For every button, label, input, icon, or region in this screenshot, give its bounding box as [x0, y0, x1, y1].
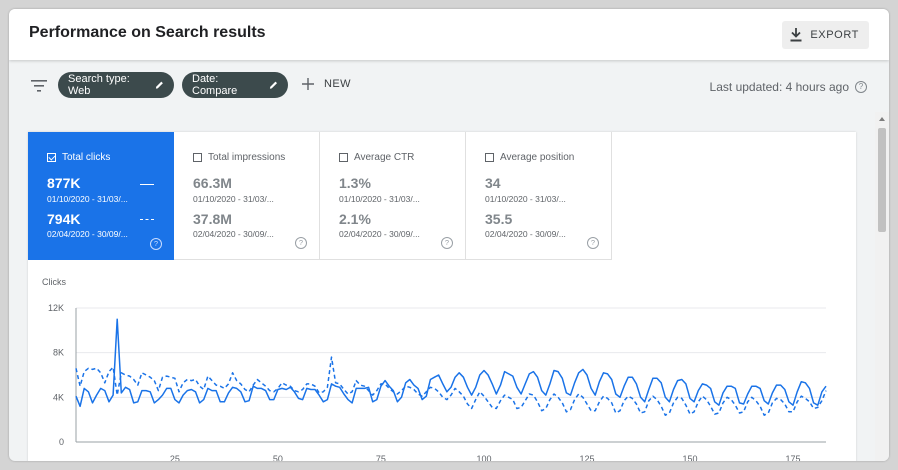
x-tick-label: 150	[682, 454, 697, 461]
new-filter-button[interactable]: NEW	[302, 78, 351, 90]
x-tick-label: 50	[273, 454, 283, 461]
metric-value-current: 66.3M	[193, 175, 232, 191]
metric-range-previous: 02/04/2020 - 30/09/...	[47, 229, 128, 239]
metric-value-current: 1.3%	[339, 175, 371, 191]
x-tick-label: 125	[579, 454, 594, 461]
metric-range-previous: 02/04/2020 - 30/09/...	[339, 229, 420, 239]
metric-value-previous: 37.8M	[193, 211, 232, 227]
x-tick-label: 75	[376, 454, 386, 461]
metric-value-current: 34	[485, 175, 501, 191]
scrollbar[interactable]	[875, 112, 889, 461]
metric-range-current: 01/10/2020 - 31/03/...	[485, 194, 566, 204]
scroll-thumb[interactable]	[878, 128, 886, 232]
metric-range-current: 01/10/2020 - 31/03/...	[193, 194, 274, 204]
x-tick-label: 25	[170, 454, 180, 461]
metric-label: Average position	[500, 152, 575, 163]
help-icon[interactable]: ?	[587, 237, 599, 249]
metric-value-previous: 794K	[47, 211, 81, 227]
metric-label: Total clicks	[62, 152, 111, 163]
pencil-icon[interactable]	[269, 80, 278, 90]
metric-label: Total impressions	[208, 152, 286, 163]
metric-range-previous: 02/04/2020 - 30/09/...	[193, 229, 274, 239]
metric-tile-ctr[interactable]: Average CTR 1.3% 01/10/2020 - 31/03/... …	[320, 132, 466, 260]
page-title: Performance on Search results	[29, 24, 266, 41]
export-button[interactable]: EXPORT	[782, 21, 869, 49]
metric-range-current: 01/10/2020 - 31/03/...	[47, 194, 128, 204]
tile-head: Average position	[485, 152, 574, 163]
new-label: NEW	[324, 78, 351, 90]
app-frame: Performance on Search results EXPORT Sea…	[9, 9, 889, 461]
chip-label: Search type: Web	[68, 73, 130, 97]
metric-value-previous: 35.5	[485, 211, 513, 227]
performance-card: Total clicks 877K 01/10/2020 - 31/03/...…	[28, 132, 856, 461]
last-updated-text: Last updated: 4 hours ago	[709, 80, 849, 94]
x-tick-label: 100	[476, 454, 491, 461]
series-line-previous	[75, 356, 827, 416]
y-tick-label: 12K	[48, 303, 64, 313]
download-icon	[790, 28, 802, 42]
metric-tiles: Total clicks 877K 01/10/2020 - 31/03/...…	[28, 132, 612, 260]
metric-tile-clicks[interactable]: Total clicks 877K 01/10/2020 - 31/03/...…	[28, 132, 174, 260]
help-icon[interactable]: ?	[295, 237, 307, 249]
tile-head: Total clicks	[47, 152, 110, 163]
y-tick-label: 8K	[53, 348, 64, 358]
help-icon[interactable]: ?	[441, 237, 453, 249]
help-icon[interactable]: ?	[150, 238, 162, 250]
y-tick-label: 4K	[53, 392, 64, 402]
checkbox-icon[interactable]	[193, 153, 202, 162]
header: Performance on Search results EXPORT	[9, 9, 889, 60]
last-updated: Last updated: 4 hours ago ?	[710, 80, 867, 94]
y-tick-label: 0	[59, 437, 64, 447]
chip-label: Date: Compare	[192, 73, 238, 97]
series-line-current	[75, 318, 827, 408]
export-label: EXPORT	[810, 29, 859, 41]
chart-svg: Clicks 0 4K 8K 12K 25 50 75 100 125 150 175	[42, 277, 827, 461]
checkbox-icon[interactable]	[339, 153, 348, 162]
scroll-up-icon[interactable]	[879, 117, 885, 121]
solid-line-legend-icon	[140, 184, 154, 185]
tile-head: Total impressions	[193, 152, 285, 163]
metric-range-current: 01/10/2020 - 31/03/...	[339, 194, 420, 204]
metric-range-previous: 02/04/2020 - 30/09/...	[485, 229, 566, 239]
dashed-line-legend-icon	[140, 219, 154, 220]
chip-search-type[interactable]: Search type: Web	[58, 72, 174, 98]
plus-icon	[302, 78, 314, 90]
metric-tile-position[interactable]: Average position 34 01/10/2020 - 31/03/.…	[466, 132, 612, 260]
pencil-icon[interactable]	[155, 80, 164, 90]
filter-bar: Search type: Web Date: Compare NEW Last …	[9, 60, 889, 112]
filter-icon[interactable]	[31, 79, 47, 93]
checkbox-icon[interactable]	[485, 153, 494, 162]
x-tick-label: 175	[786, 454, 801, 461]
clicks-chart: Clicks 0 4K 8K 12K 25 50 75 100 125 150 175	[28, 260, 856, 461]
metric-value-current: 877K	[47, 175, 81, 191]
metric-value-previous: 2.1%	[339, 211, 371, 227]
y-axis-label: Clicks	[42, 277, 66, 287]
metric-tile-impressions[interactable]: Total impressions 66.3M 01/10/2020 - 31/…	[174, 132, 320, 260]
checkbox-icon[interactable]	[47, 153, 56, 162]
tile-head: Average CTR	[339, 152, 414, 163]
metric-label: Average CTR	[354, 152, 415, 163]
help-icon[interactable]: ?	[855, 81, 867, 93]
chip-date[interactable]: Date: Compare	[182, 72, 288, 98]
